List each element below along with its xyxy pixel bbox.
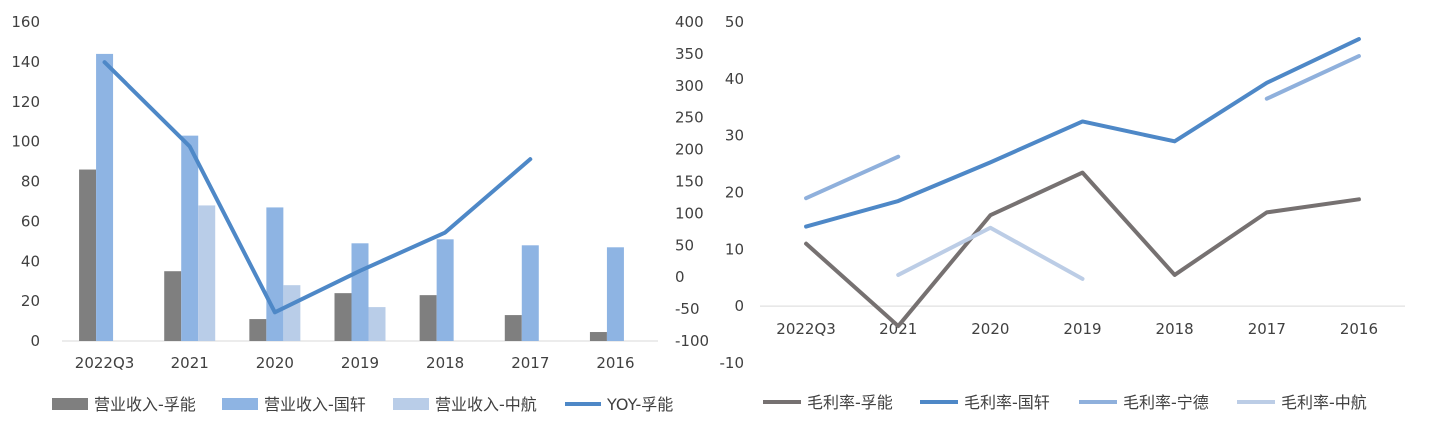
y-tick-label: 50 — [725, 13, 744, 31]
legend-label: 毛利率-国轩 — [964, 393, 1050, 412]
y2-tick-label: 100 — [675, 204, 704, 222]
bar-3 — [283, 285, 300, 341]
y-tick-label: 0 — [734, 297, 744, 315]
bar-2 — [607, 247, 624, 341]
x-tick-label: 2019 — [1063, 320, 1101, 338]
x-tick-label: 2018 — [1156, 320, 1194, 338]
x-tick-label: 2021 — [879, 320, 917, 338]
x-tick-label: 2017 — [511, 354, 549, 372]
y-tick-label: 100 — [11, 133, 40, 151]
legend-label: 营业收入-国轩 — [264, 395, 366, 414]
bar-1 — [420, 295, 437, 341]
margin-line-1 — [806, 173, 1359, 326]
legend-swatch — [52, 398, 88, 410]
x-tick-label: 2018 — [426, 354, 464, 372]
y-tick-label: 80 — [21, 173, 40, 191]
bar-3 — [369, 307, 386, 341]
y-tick-label: 60 — [21, 212, 40, 230]
bar-3 — [198, 205, 215, 341]
bar-2 — [266, 207, 283, 341]
bar-2 — [437, 239, 454, 341]
y-tick-label: 30 — [725, 127, 744, 145]
bar-2 — [181, 136, 198, 341]
y-tick-label: 140 — [11, 53, 40, 71]
y2-tick-label: 400 — [675, 13, 704, 31]
bar-1 — [79, 170, 96, 341]
x-tick-label: 2020 — [971, 320, 1009, 338]
bar-1 — [590, 332, 607, 341]
legend-label: 营业收入-中航 — [435, 395, 537, 414]
gross-margin-chart: -10 0 10 20 30 40 50 2022Q3 2021 2020 2019 2018 2017… — [720, 13, 1406, 412]
margin-line-2 — [806, 39, 1359, 227]
y2-tick-label: -50 — [675, 300, 700, 318]
margin-line-4 — [898, 228, 1082, 279]
bar-1 — [335, 293, 352, 341]
revenue-yoy-chart: 0 20 40 60 80 100 120 140 160 -100 -50 0 50 100 150 200… — [11, 13, 709, 414]
bar-2 — [352, 243, 369, 341]
y2-tick-label: 200 — [675, 141, 704, 159]
y2-tick-label: 150 — [675, 173, 704, 191]
legend-label: 毛利率-孚能 — [807, 393, 893, 412]
bar-2 — [96, 54, 113, 341]
y2-tick-label: -100 — [675, 332, 709, 350]
y-tick-label: 40 — [21, 252, 40, 270]
legend-label: 毛利率-宁德 — [1123, 393, 1209, 412]
y-tick-label: 20 — [725, 184, 744, 202]
y2-tick-label: 300 — [675, 77, 704, 95]
legend-label: YOY-孚能 — [606, 395, 673, 414]
legend-label: 毛利率-中航 — [1281, 393, 1367, 412]
x-tick-label: 2022Q3 — [75, 354, 135, 372]
x-tick-label: 2016 — [1340, 320, 1378, 338]
chart-figure: 020406080100120140160-100-50050100150200… — [0, 0, 1439, 426]
legend-label: 营业收入-孚能 — [94, 395, 196, 414]
bar-2 — [522, 245, 539, 341]
y2-tick-label: 250 — [675, 109, 704, 127]
y-tick-label: 160 — [11, 13, 40, 31]
x-tick-label: 2017 — [1248, 320, 1286, 338]
x-tick-label: 2020 — [256, 354, 294, 372]
y-tick-label: 10 — [725, 240, 744, 258]
y2-tick-label: 350 — [675, 45, 704, 63]
legend-swatch — [222, 398, 258, 410]
margin-line-3 — [806, 157, 898, 198]
y-tick-label: 120 — [11, 93, 40, 111]
x-tick-label: 2022Q3 — [776, 320, 836, 338]
y2-tick-label: 0 — [675, 268, 685, 286]
bar-1 — [249, 319, 266, 341]
bar-1 — [505, 315, 522, 341]
y-tick-label: 20 — [21, 292, 40, 310]
bar-1 — [164, 271, 181, 341]
x-tick-label: 2016 — [596, 354, 634, 372]
y2-tick-label: 50 — [675, 236, 694, 254]
x-tick-label: 2019 — [341, 354, 379, 372]
x-tick-label: 2021 — [171, 354, 209, 372]
y-tick-label: -10 — [720, 354, 745, 372]
y-tick-label: 40 — [725, 70, 744, 88]
legend-swatch — [393, 398, 429, 410]
y-tick-label: 0 — [30, 332, 40, 350]
